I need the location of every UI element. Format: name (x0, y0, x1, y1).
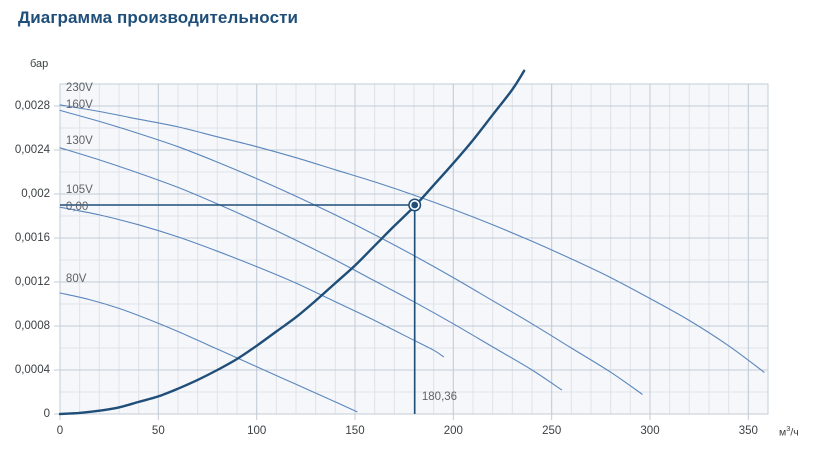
y-axis-tick-label: 0,0008 (14, 320, 50, 332)
y-axis-tick-label: 0,002 (21, 188, 50, 200)
operating-point-ring (409, 200, 420, 211)
series-curves (58, 69, 765, 416)
x-axis-tick-label: 300 (640, 425, 660, 437)
x-axis-unit-label: м3/ч (779, 424, 799, 439)
x-axis-tick-label: 350 (738, 425, 758, 437)
tick-marks (54, 105, 749, 420)
operating-point-guides (60, 204, 416, 414)
x-axis-tick-label: 200 (443, 425, 463, 437)
y-axis-tick-label: 0,0016 (14, 232, 50, 244)
series-curve-130v (59, 147, 563, 391)
x-axis-tick-label: 100 (247, 425, 267, 437)
y-axis-tick-label: 0,0028 (14, 100, 50, 112)
y-axis-tick-label: 0,0024 (14, 144, 50, 156)
x-axis-tick-label: 250 (542, 425, 562, 437)
page-title: Диаграмма производительности (18, 8, 299, 27)
operating-point-marker[interactable] (408, 198, 422, 212)
series-curve-80v (59, 292, 358, 413)
series-curve-system-curve (58, 69, 526, 416)
y-axis-tick-label: 0,0004 (14, 364, 50, 376)
y-axis-unit-label: бар (30, 58, 49, 70)
y-axis-tick-label: 0 (43, 408, 50, 420)
y-axis-tick-label: 0,0012 (14, 276, 50, 288)
x-axis-tick-label: 50 (151, 425, 165, 437)
operating-point-center-dot (412, 202, 418, 208)
series-curve-160v (59, 109, 643, 395)
x-axis-tick-label: 150 (345, 425, 365, 437)
series-curve-105v (59, 206, 445, 358)
series-curve-230v (59, 104, 765, 373)
x-axis-tick-label: 0 (56, 425, 64, 437)
